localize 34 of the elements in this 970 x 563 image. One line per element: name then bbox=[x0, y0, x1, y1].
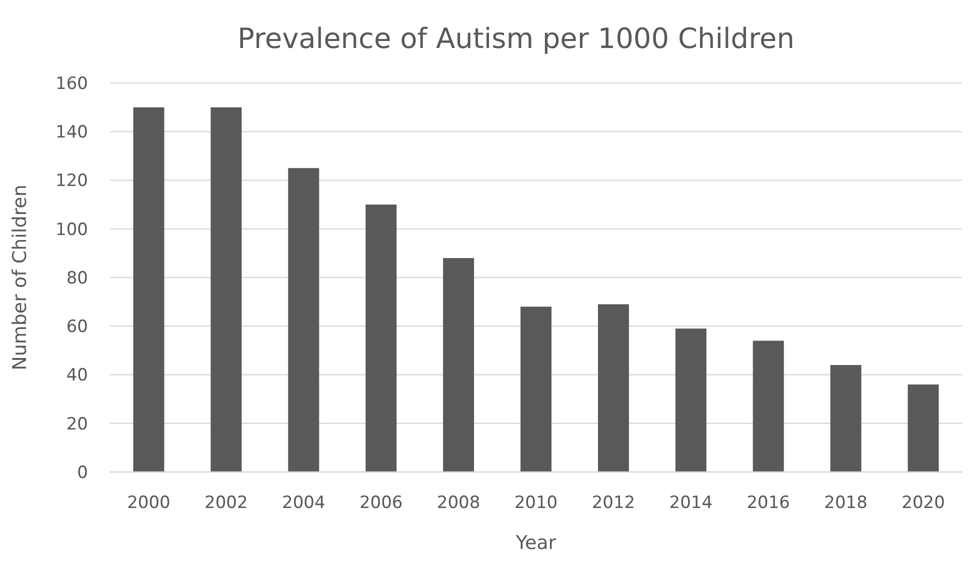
y-tick-label: 60 bbox=[66, 317, 88, 338]
x-tick-label: 2012 bbox=[592, 493, 636, 513]
x-tick-label: 2020 bbox=[902, 493, 945, 513]
bar bbox=[752, 340, 784, 472]
bar bbox=[443, 258, 474, 472]
bar bbox=[675, 328, 706, 472]
x-tick-label: 2000 bbox=[127, 493, 170, 513]
y-tick-label: 20 bbox=[66, 414, 88, 434]
x-tick-label: 2014 bbox=[669, 493, 713, 513]
y-tick-label: 100 bbox=[56, 220, 88, 240]
chart-title: Prevalence of Autism per 1000 Children bbox=[238, 22, 794, 55]
y-axis-title: Number of Children bbox=[9, 184, 31, 370]
x-tick-label: 2008 bbox=[436, 493, 480, 513]
bar bbox=[133, 107, 164, 472]
x-tick-label: 2002 bbox=[204, 493, 248, 513]
y-tick-label: 0 bbox=[77, 462, 88, 483]
bar bbox=[908, 384, 939, 472]
x-tick-label: 2010 bbox=[514, 493, 558, 513]
bar bbox=[520, 306, 552, 472]
bar bbox=[366, 204, 397, 472]
y-tick-label: 40 bbox=[66, 366, 88, 386]
bar bbox=[288, 168, 320, 472]
y-tick-label: 140 bbox=[56, 122, 88, 143]
x-tick-label: 2006 bbox=[359, 493, 403, 513]
x-tick-label: 2004 bbox=[282, 493, 326, 513]
y-tick-label: 80 bbox=[66, 268, 88, 288]
y-tick-label: 120 bbox=[56, 171, 88, 192]
x-tick-label: 2016 bbox=[746, 493, 790, 513]
bar bbox=[210, 107, 242, 472]
x-tick-label: 2018 bbox=[824, 493, 868, 513]
y-tick-label: 160 bbox=[56, 74, 88, 94]
bar bbox=[598, 304, 629, 472]
x-axis-title: Year bbox=[514, 532, 556, 554]
bar bbox=[830, 365, 862, 472]
